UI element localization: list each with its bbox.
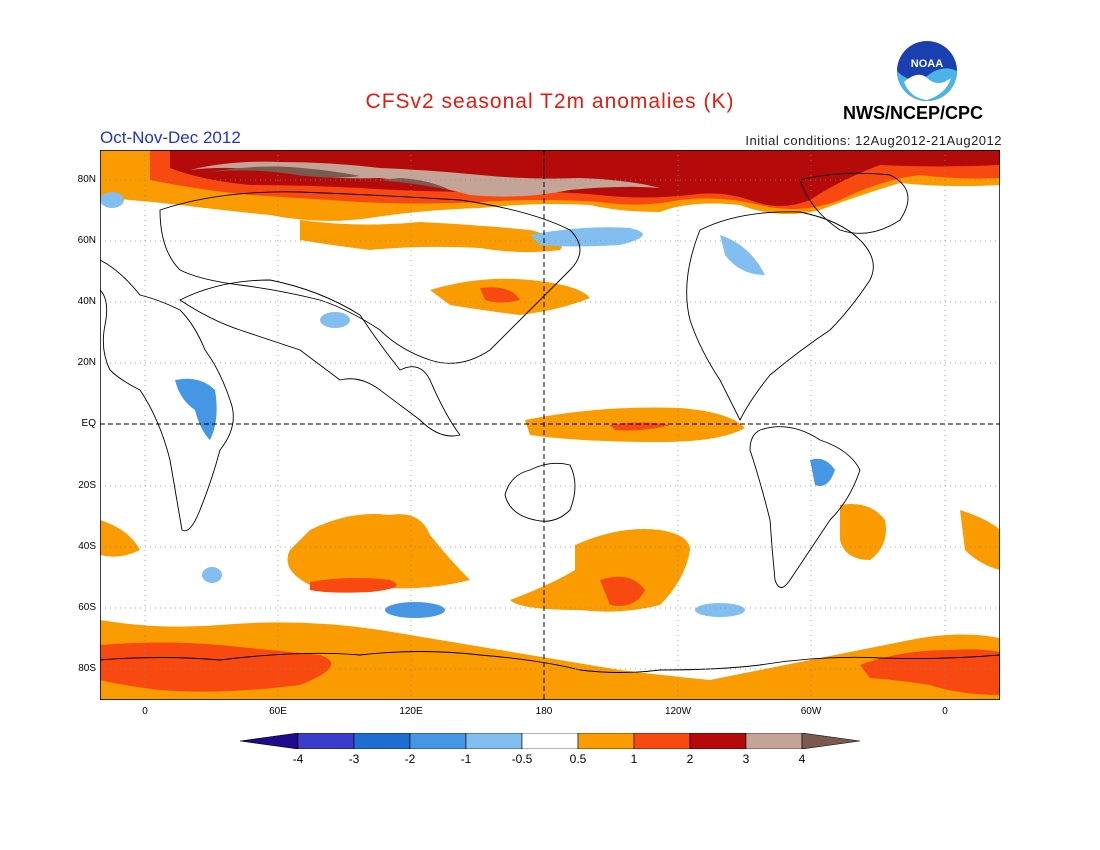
lat-label-40s: 40S — [78, 541, 96, 552]
logo-text: NOAA — [911, 58, 943, 70]
colorbar — [240, 733, 860, 749]
lat-label-20s: 20S — [78, 480, 96, 491]
lat-label-40n: 40N — [77, 296, 96, 307]
colorbar-swatch-neg1 — [409, 733, 467, 749]
lon-label-0-east: 0 — [942, 706, 948, 717]
colorbar-tick-pos2: 2 — [686, 752, 694, 766]
north-pacific-warm — [300, 220, 590, 315]
lon-label-120e: 120E — [399, 706, 423, 717]
lat-label-eq: EQ — [81, 418, 96, 429]
southern-ocean-warm — [100, 504, 1000, 612]
colorbar-tick-pos4: 4 — [798, 752, 806, 766]
colorbar-tick-pos3: 3 — [742, 752, 750, 766]
anomaly-map — [100, 150, 1000, 700]
colorbar-tick-pos05: 0.5 — [569, 752, 587, 766]
lat-label-60n: 60N — [77, 235, 96, 246]
colorbar-tick-neg2: -2 — [404, 752, 416, 766]
coastlines — [100, 172, 1000, 673]
colorbar-swatch-pos05 — [577, 733, 635, 749]
lat-label-60s: 60S — [78, 602, 96, 613]
colorbar-swatch-neg2 — [353, 733, 411, 749]
lon-label-60e: 60E — [269, 706, 287, 717]
lon-label-180: 180 — [535, 706, 553, 717]
agency-label: NWS/NCEP/CPC — [843, 103, 984, 123]
colorbar-tick-neg4: -4 — [292, 752, 304, 766]
graticule — [100, 150, 1000, 700]
plot-title: CFSv2 seasonal T2m anomalies (K) — [365, 90, 735, 113]
colorbar-swatch-neg05 — [465, 733, 523, 749]
cold-anomalies — [100, 192, 835, 618]
lon-label-0-west: 0 — [142, 706, 148, 717]
colorbar-swatch-pos2 — [689, 733, 747, 749]
lat-label-80s: 80S — [78, 663, 96, 674]
lon-label-120w: 120W — [664, 706, 692, 717]
season-label: Oct-Nov-Dec 2012 — [100, 128, 241, 147]
colorbar-swatch-pos4 — [801, 733, 860, 749]
colorbar-tick-neg1: -1 — [460, 752, 472, 766]
colorbar-tick-neg05: -0.5 — [511, 752, 533, 766]
colorbar-swatch-pos1 — [633, 733, 691, 749]
colorbar-swatch-neg3 — [297, 733, 355, 749]
initial-conditions-label: Initial conditions: 12Aug2012-21Aug2012 — [745, 133, 1002, 148]
lat-label-20n: 20N — [77, 357, 96, 368]
colorbar-tick-neg3: -3 — [348, 752, 360, 766]
colorbar-tick-pos1: 1 — [630, 752, 638, 766]
lat-label-80n: 80N — [77, 174, 96, 185]
lon-label-60w: 60W — [800, 706, 822, 717]
colorbar-swatch-neutral — [521, 733, 579, 749]
colorbar-swatch-pos3 — [745, 733, 803, 749]
noaa-logo: NOAA — [897, 41, 957, 101]
colorbar-swatch-neg4 — [240, 733, 299, 749]
